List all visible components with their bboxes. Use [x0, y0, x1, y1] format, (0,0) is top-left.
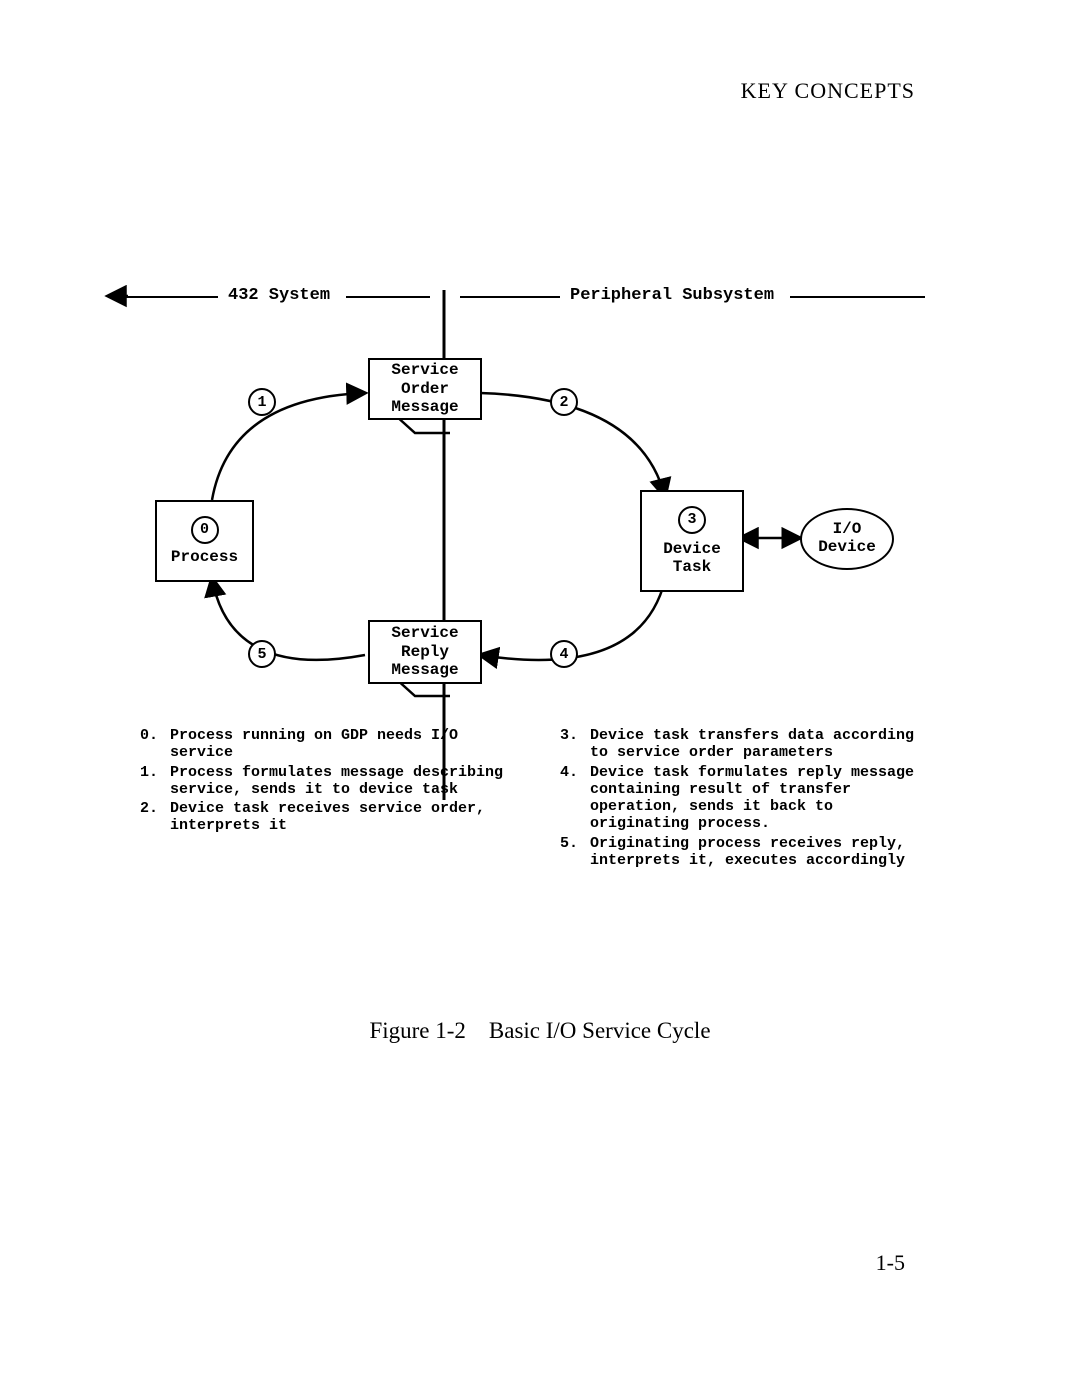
step-num: 3. — [560, 727, 590, 762]
page-number: 1-5 — [876, 1250, 905, 1276]
right-region-rule-2 — [790, 296, 925, 298]
step-text: Process running on GDP needs I/O service — [170, 727, 520, 762]
step-text: Originating process receives reply, inte… — [590, 835, 940, 870]
left-region-rule-1 — [108, 296, 218, 298]
step-num: 2. — [140, 800, 170, 835]
device-task-label-2: Task — [673, 558, 711, 576]
step-row: 2. Device task receives service order, i… — [140, 800, 520, 835]
step-text: Device task formulates reply message con… — [590, 764, 940, 833]
process-node: 0 Process — [155, 500, 254, 582]
steps-col-left: 0. Process running on GDP needs I/O serv… — [140, 727, 520, 871]
running-head: KEY CONCEPTS — [741, 78, 915, 104]
right-region-rule-1 — [460, 296, 560, 298]
arc-label-4: 4 — [550, 640, 578, 668]
step-row: 1. Process formulates message describing… — [140, 764, 520, 799]
step-num: 4. — [560, 764, 590, 833]
left-region-rule-2 — [346, 296, 430, 298]
service-reply-node: Service Reply Message — [368, 620, 482, 684]
steps-columns: 0. Process running on GDP needs I/O serv… — [140, 727, 940, 871]
step-text: Process formulates message describing se… — [170, 764, 520, 799]
arc-label-5: 5 — [248, 640, 276, 668]
device-task-label-1: Device — [663, 540, 721, 558]
io-device-node: I/O Device — [800, 508, 894, 570]
right-region-label: Peripheral Subsystem — [570, 286, 774, 305]
process-step-num: 0 — [191, 516, 219, 544]
arc-label-2: 2 — [550, 388, 578, 416]
process-label: Process — [171, 548, 238, 566]
step-text: Device task receives service order, inte… — [170, 800, 520, 835]
step-num: 5. — [560, 835, 590, 870]
page: KEY CONCEPTS 432 System Peripheral Subsy… — [0, 0, 1080, 1391]
figure-caption: Figure 1-2 Basic I/O Service Cycle — [0, 1018, 1080, 1044]
step-num: 0. — [140, 727, 170, 762]
diagram-svg — [0, 0, 1080, 1391]
device-task-step-num: 3 — [678, 506, 706, 534]
step-row: 4. Device task formulates reply message … — [560, 764, 940, 833]
device-task-node: 3 Device Task — [640, 490, 744, 592]
step-row: 5. Originating process receives reply, i… — [560, 835, 940, 870]
step-row: 3. Device task transfers data according … — [560, 727, 940, 762]
step-num: 1. — [140, 764, 170, 799]
left-region-label: 432 System — [228, 286, 330, 305]
step-row: 0. Process running on GDP needs I/O serv… — [140, 727, 520, 762]
arc-label-1: 1 — [248, 388, 276, 416]
steps-col-right: 3. Device task transfers data according … — [560, 727, 940, 871]
service-order-node: Service Order Message — [368, 358, 482, 420]
step-text: Device task transfers data according to … — [590, 727, 940, 762]
